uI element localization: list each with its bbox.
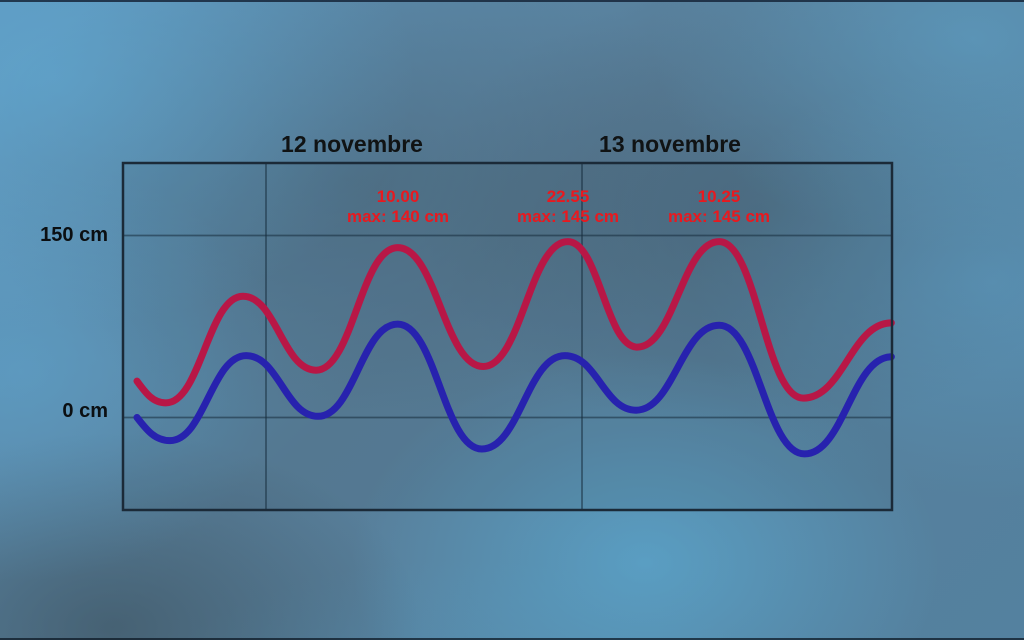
y-tick-0cm: 0 cm [62, 400, 108, 422]
top-edge-shadow [0, 0, 1024, 2]
annotation-time: 22.55 [546, 187, 590, 206]
tide-max-annotation: 22.55 max: 145 cm [517, 187, 619, 227]
blue-tide-curve [133, 320, 895, 458]
annotation-max: max: 145 cm [516, 207, 620, 226]
y-tick-150cm: 150 cm [40, 224, 108, 246]
red-tide-curve [133, 238, 895, 407]
tide-max-annotation: 10.25 max: 145 cm [668, 187, 770, 227]
annotation-max: max: 140 cm [346, 207, 450, 226]
annotation-max: max: 145 cm [667, 207, 771, 226]
day-label-12-novembre: 12 novembre [281, 131, 423, 157]
gridlines [123, 163, 892, 510]
annotation-time: 10.00 [376, 187, 420, 206]
plot-area [123, 163, 892, 510]
tide-max-annotation: 10.00 max: 140 cm [347, 187, 449, 227]
plot-border [121, 161, 894, 512]
bottom-edge-shadow [0, 638, 1024, 640]
annotation-time: 10.25 [697, 187, 741, 206]
day-label-13-novembre: 13 novembre [599, 131, 741, 157]
